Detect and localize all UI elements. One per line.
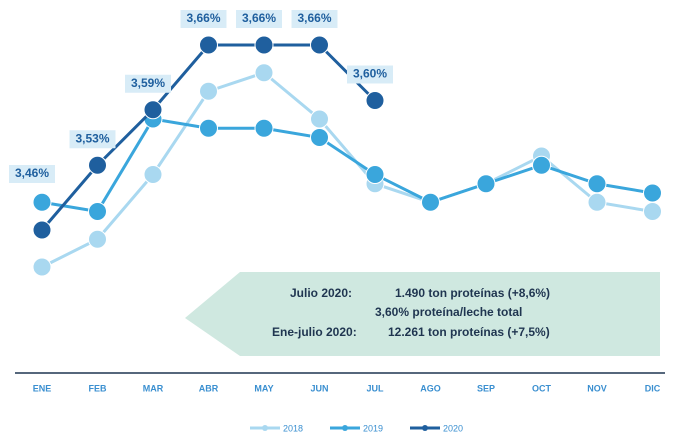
point: [365, 165, 385, 184]
value-label: 3,66%: [242, 11, 276, 25]
point: [532, 155, 551, 175]
value-label: 3,59%: [131, 76, 165, 90]
legend-label: 2020: [443, 423, 463, 433]
value-label: 3,60%: [353, 67, 387, 81]
point: [254, 118, 274, 138]
point: [88, 202, 107, 221]
value-label: 3,46%: [15, 166, 49, 180]
point: [199, 35, 218, 55]
point: [32, 192, 52, 212]
point: [587, 174, 607, 194]
x-tick-label: ENE: [33, 383, 52, 393]
x-tick-label: FEB: [89, 383, 108, 393]
point: [421, 192, 440, 212]
point: [88, 155, 107, 175]
point: [88, 229, 107, 249]
value-label: 3,66%: [186, 11, 220, 25]
x-tick-label: ABR: [199, 383, 219, 393]
legend-marker: [262, 425, 268, 431]
callout: [185, 272, 660, 356]
value-label-bg: [9, 165, 55, 183]
annotation: 3,60% proteína/leche total: [375, 305, 522, 319]
legend-label: 2018: [283, 423, 303, 433]
point: [32, 257, 52, 277]
value-label-bg: [69, 130, 116, 149]
point: [476, 174, 496, 194]
value-label: 3,66%: [297, 11, 331, 25]
annotation: Julio 2020:: [290, 286, 352, 300]
point: [310, 128, 329, 147]
annotation: 12.261 ton proteínas (+7,5%): [388, 325, 550, 339]
point: [643, 202, 662, 221]
point: [254, 35, 274, 55]
x-tick-label: OCT: [532, 383, 552, 393]
annotation: Ene-julio 2020:: [272, 325, 357, 339]
series-line: [41, 71, 653, 269]
point: [587, 192, 607, 212]
point: [254, 63, 274, 83]
point: [199, 118, 218, 138]
x-tick-label: NOV: [587, 383, 607, 393]
value-label-bg: [347, 65, 393, 84]
point: [32, 220, 52, 240]
value-label-bg: [125, 74, 171, 93]
point: [310, 109, 329, 129]
legend-marker: [422, 425, 428, 431]
x-tick-label: MAR: [143, 383, 164, 393]
point: [143, 100, 163, 120]
legend-marker: [342, 425, 348, 431]
point: [365, 91, 385, 110]
point: [199, 81, 218, 101]
x-tick-label: SEP: [477, 383, 495, 393]
x-tick-label: JUL: [366, 383, 384, 393]
point: [143, 165, 163, 184]
x-tick-label: MAY: [254, 383, 273, 393]
x-tick-label: JUN: [310, 383, 328, 393]
point: [310, 35, 329, 55]
value-label-bg: [236, 10, 282, 28]
annotation: 1.490 ton proteínas (+8,6%): [395, 286, 550, 300]
legend-label: 2019: [363, 423, 383, 433]
value-label-bg: [180, 10, 227, 28]
series-line: [41, 117, 653, 214]
point: [643, 183, 662, 203]
x-tick-label: DIC: [645, 383, 661, 393]
x-tick-label: AGO: [420, 383, 441, 393]
value-label: 3,53%: [75, 131, 109, 145]
value-label-bg: [291, 10, 338, 28]
